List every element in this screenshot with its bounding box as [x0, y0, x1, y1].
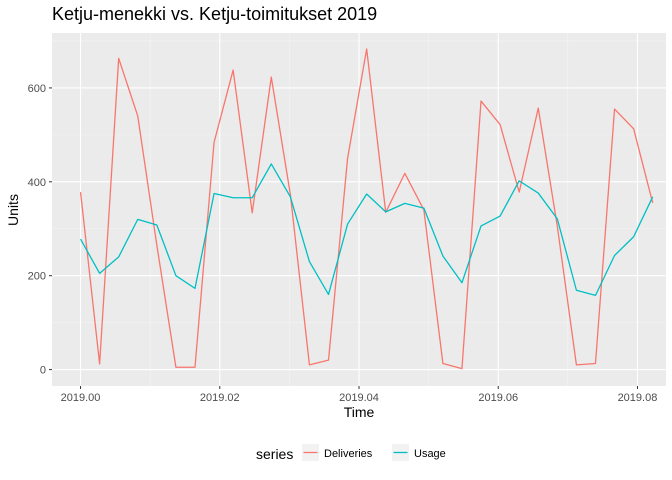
y-tick-label: 0 [40, 365, 46, 377]
x-tick-label: 2019.06 [478, 392, 518, 404]
y-axis-title: Units [5, 194, 21, 226]
legend-label: Usage [414, 448, 446, 460]
y-axis: 0 200 400 600 [28, 83, 52, 377]
series-line-usage [79, 163, 654, 297]
x-axis-title: Time [344, 404, 375, 420]
y-tick-label: 600 [28, 83, 46, 95]
y-tick-label: 200 [28, 271, 46, 283]
y-tick-label: 400 [28, 177, 46, 189]
x-tick-label: 2019.00 [61, 392, 101, 404]
legend-label: Deliveries [324, 448, 373, 460]
chart-title: Ketju-menekki vs. Ketju-toimitukset 2019 [52, 4, 377, 24]
series-lines [79, 48, 654, 370]
x-tick-label: 2019.02 [200, 392, 240, 404]
legend-title: series [256, 446, 293, 462]
x-axis: 2019.00 2019.02 2019.04 2019.06 2019.08 [61, 386, 658, 404]
x-tick-label: 2019.04 [339, 392, 379, 404]
series-line-deliveries [79, 48, 654, 370]
legend: series Deliveries Usage [256, 444, 446, 462]
legend-items: Deliveries Usage [302, 444, 446, 461]
x-tick-label: 2019.08 [618, 392, 658, 404]
grid-lines [52, 33, 666, 386]
